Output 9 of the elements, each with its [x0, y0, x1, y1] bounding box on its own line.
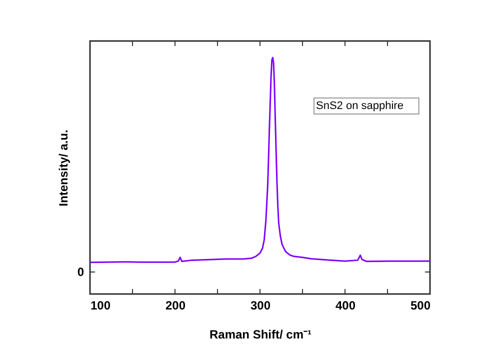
x-tick-label: 100 — [90, 298, 111, 312]
annotation: SnS2 on sapphire — [316, 100, 404, 112]
x-tick-label: 200 — [165, 298, 186, 312]
x-tick-label: 300 — [250, 298, 271, 312]
x-tick-label: 500 — [410, 298, 431, 312]
y-axis-title: Intensity/ a.u. — [56, 130, 70, 206]
x-axis-title: Raman Shift/ cm⁻¹ — [209, 328, 312, 342]
text: 0 — [77, 265, 84, 279]
x-tick-label: 400 — [335, 298, 356, 312]
